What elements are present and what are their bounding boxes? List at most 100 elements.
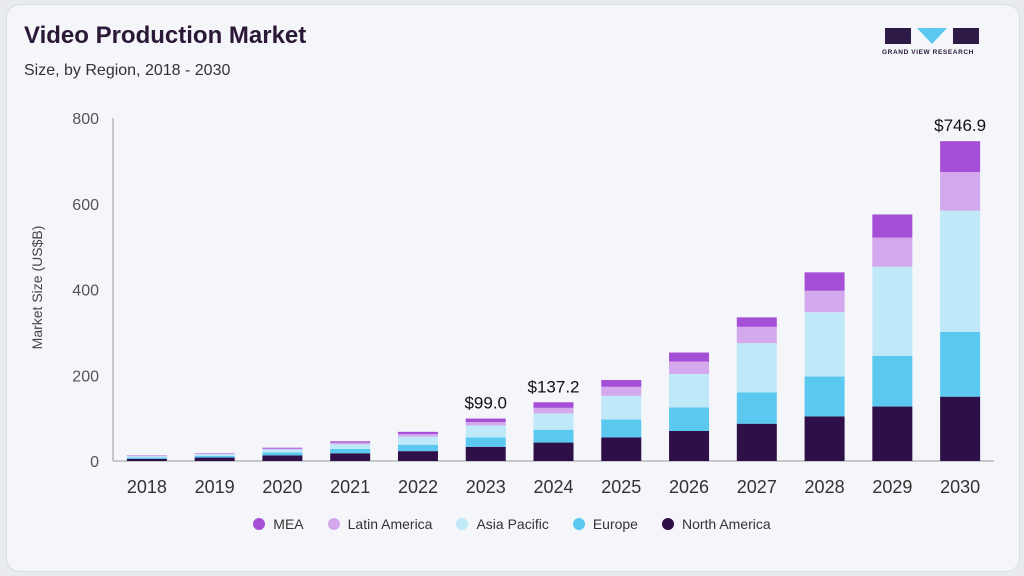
bar-segment [533, 407, 574, 414]
bar-segment [940, 141, 981, 173]
bar-segment [669, 352, 710, 362]
bar-segment [601, 386, 642, 396]
bar-segment [262, 447, 303, 449]
x-tick-label: 2026 [669, 477, 709, 497]
bar-segment [669, 430, 710, 461]
bar-segment [601, 395, 642, 420]
legend-item: Latin America [327, 516, 433, 532]
legend-label: Asia Pacific [476, 516, 549, 532]
legend-item: Europe [572, 516, 638, 532]
legend-swatch-icon [327, 518, 340, 530]
x-tick-label: 2027 [737, 477, 777, 497]
page-subtitle: Size, by Region, 2018 - 2030 [24, 62, 231, 79]
bar-segment [669, 407, 710, 431]
bar-segment [262, 449, 303, 453]
bar-segment [940, 210, 981, 332]
bar-segment [397, 451, 438, 461]
x-tick-label: 2018 [127, 477, 167, 497]
y-tick-label: 800 [72, 111, 99, 128]
bar-segment [804, 290, 845, 313]
legend-swatch-icon [253, 518, 266, 530]
page-title: Video Production Market [24, 22, 307, 49]
bar-segment [262, 455, 303, 461]
bar-segment [872, 355, 913, 407]
y-tick-label: 0 [90, 454, 99, 471]
bar-segment [126, 456, 167, 458]
bar-segment [465, 421, 506, 426]
chart-legend: MEA Latin America Asia Pacific Europe North … [0, 516, 1024, 532]
x-tick-label: 2029 [872, 477, 912, 497]
bar-segment [465, 446, 506, 461]
bar-segment [872, 266, 913, 356]
bar-segment [872, 237, 913, 267]
bar-segment [804, 312, 845, 377]
x-tick-label: 2022 [398, 477, 438, 497]
bar-segment [465, 425, 506, 438]
bar-segment [330, 453, 371, 461]
y-tick-label: 400 [72, 283, 99, 300]
y-tick-label: 600 [72, 197, 99, 214]
bar-segment [736, 326, 777, 344]
x-tick-label: 2030 [940, 477, 980, 497]
chart-card [6, 4, 1020, 572]
bar-segment [533, 442, 574, 461]
bar-segment [330, 444, 371, 449]
bar-segment [669, 361, 710, 374]
bar-segment [397, 433, 438, 437]
bar-segment [397, 436, 438, 445]
bar-segment [736, 343, 777, 393]
gvr-logo-icon [885, 28, 979, 44]
legend-label: Europe [592, 516, 638, 532]
x-tick-label: 2028 [805, 477, 845, 497]
bar-segment [940, 172, 981, 211]
legend-swatch-icon [456, 518, 469, 530]
legend-label: Latin America [347, 516, 433, 532]
y-axis-label: Market Size (US$B) [29, 226, 45, 350]
bar-segment [194, 457, 235, 461]
bar-segment [194, 454, 235, 456]
bar-segment [262, 448, 303, 450]
legend-swatch-icon [572, 518, 585, 530]
legend-item: MEA [253, 516, 304, 532]
bar-segment [872, 214, 913, 238]
bar-segment [397, 444, 438, 452]
bar-segment [601, 437, 642, 461]
bar-total-label: $746.9 [934, 116, 986, 135]
bar-segment [804, 376, 845, 417]
bar-segment [736, 392, 777, 424]
bar-segment [533, 402, 574, 408]
bar-segment [330, 441, 371, 443]
bar-segment [126, 458, 167, 461]
bar-segment [804, 416, 845, 461]
bar-segment [872, 406, 913, 461]
bar-total-label: $99.0 [464, 394, 507, 413]
bar-segment [940, 331, 981, 397]
bar-segment [736, 423, 777, 461]
legend-label: North America [681, 516, 771, 532]
bar-segment [126, 457, 167, 459]
bar-segment [194, 455, 235, 458]
legend-item: North America [661, 516, 771, 532]
x-tick-label: 2024 [533, 477, 573, 497]
x-tick-label: 2019 [195, 477, 235, 497]
bar-segment [465, 418, 506, 422]
bar-segment [804, 272, 845, 291]
legend-swatch-icon [661, 518, 674, 530]
bar-segment [330, 442, 371, 445]
logo-text: GRAND VIEW RESEARCH [882, 49, 974, 56]
x-tick-label: 2021 [330, 477, 370, 497]
bar-total-label: $137.2 [528, 377, 580, 396]
bar-segment [262, 452, 303, 456]
bar-segment [330, 448, 371, 454]
bar-segment [736, 317, 777, 327]
legend-label: MEA [273, 516, 304, 532]
bar-segment [533, 429, 574, 443]
bar-segment [601, 379, 642, 387]
bar-segment [940, 396, 981, 461]
bar-segment [601, 419, 642, 438]
x-tick-label: 2023 [466, 477, 506, 497]
bar-segment [465, 437, 506, 447]
bar-segment [533, 413, 574, 430]
bar-segment [669, 373, 710, 408]
